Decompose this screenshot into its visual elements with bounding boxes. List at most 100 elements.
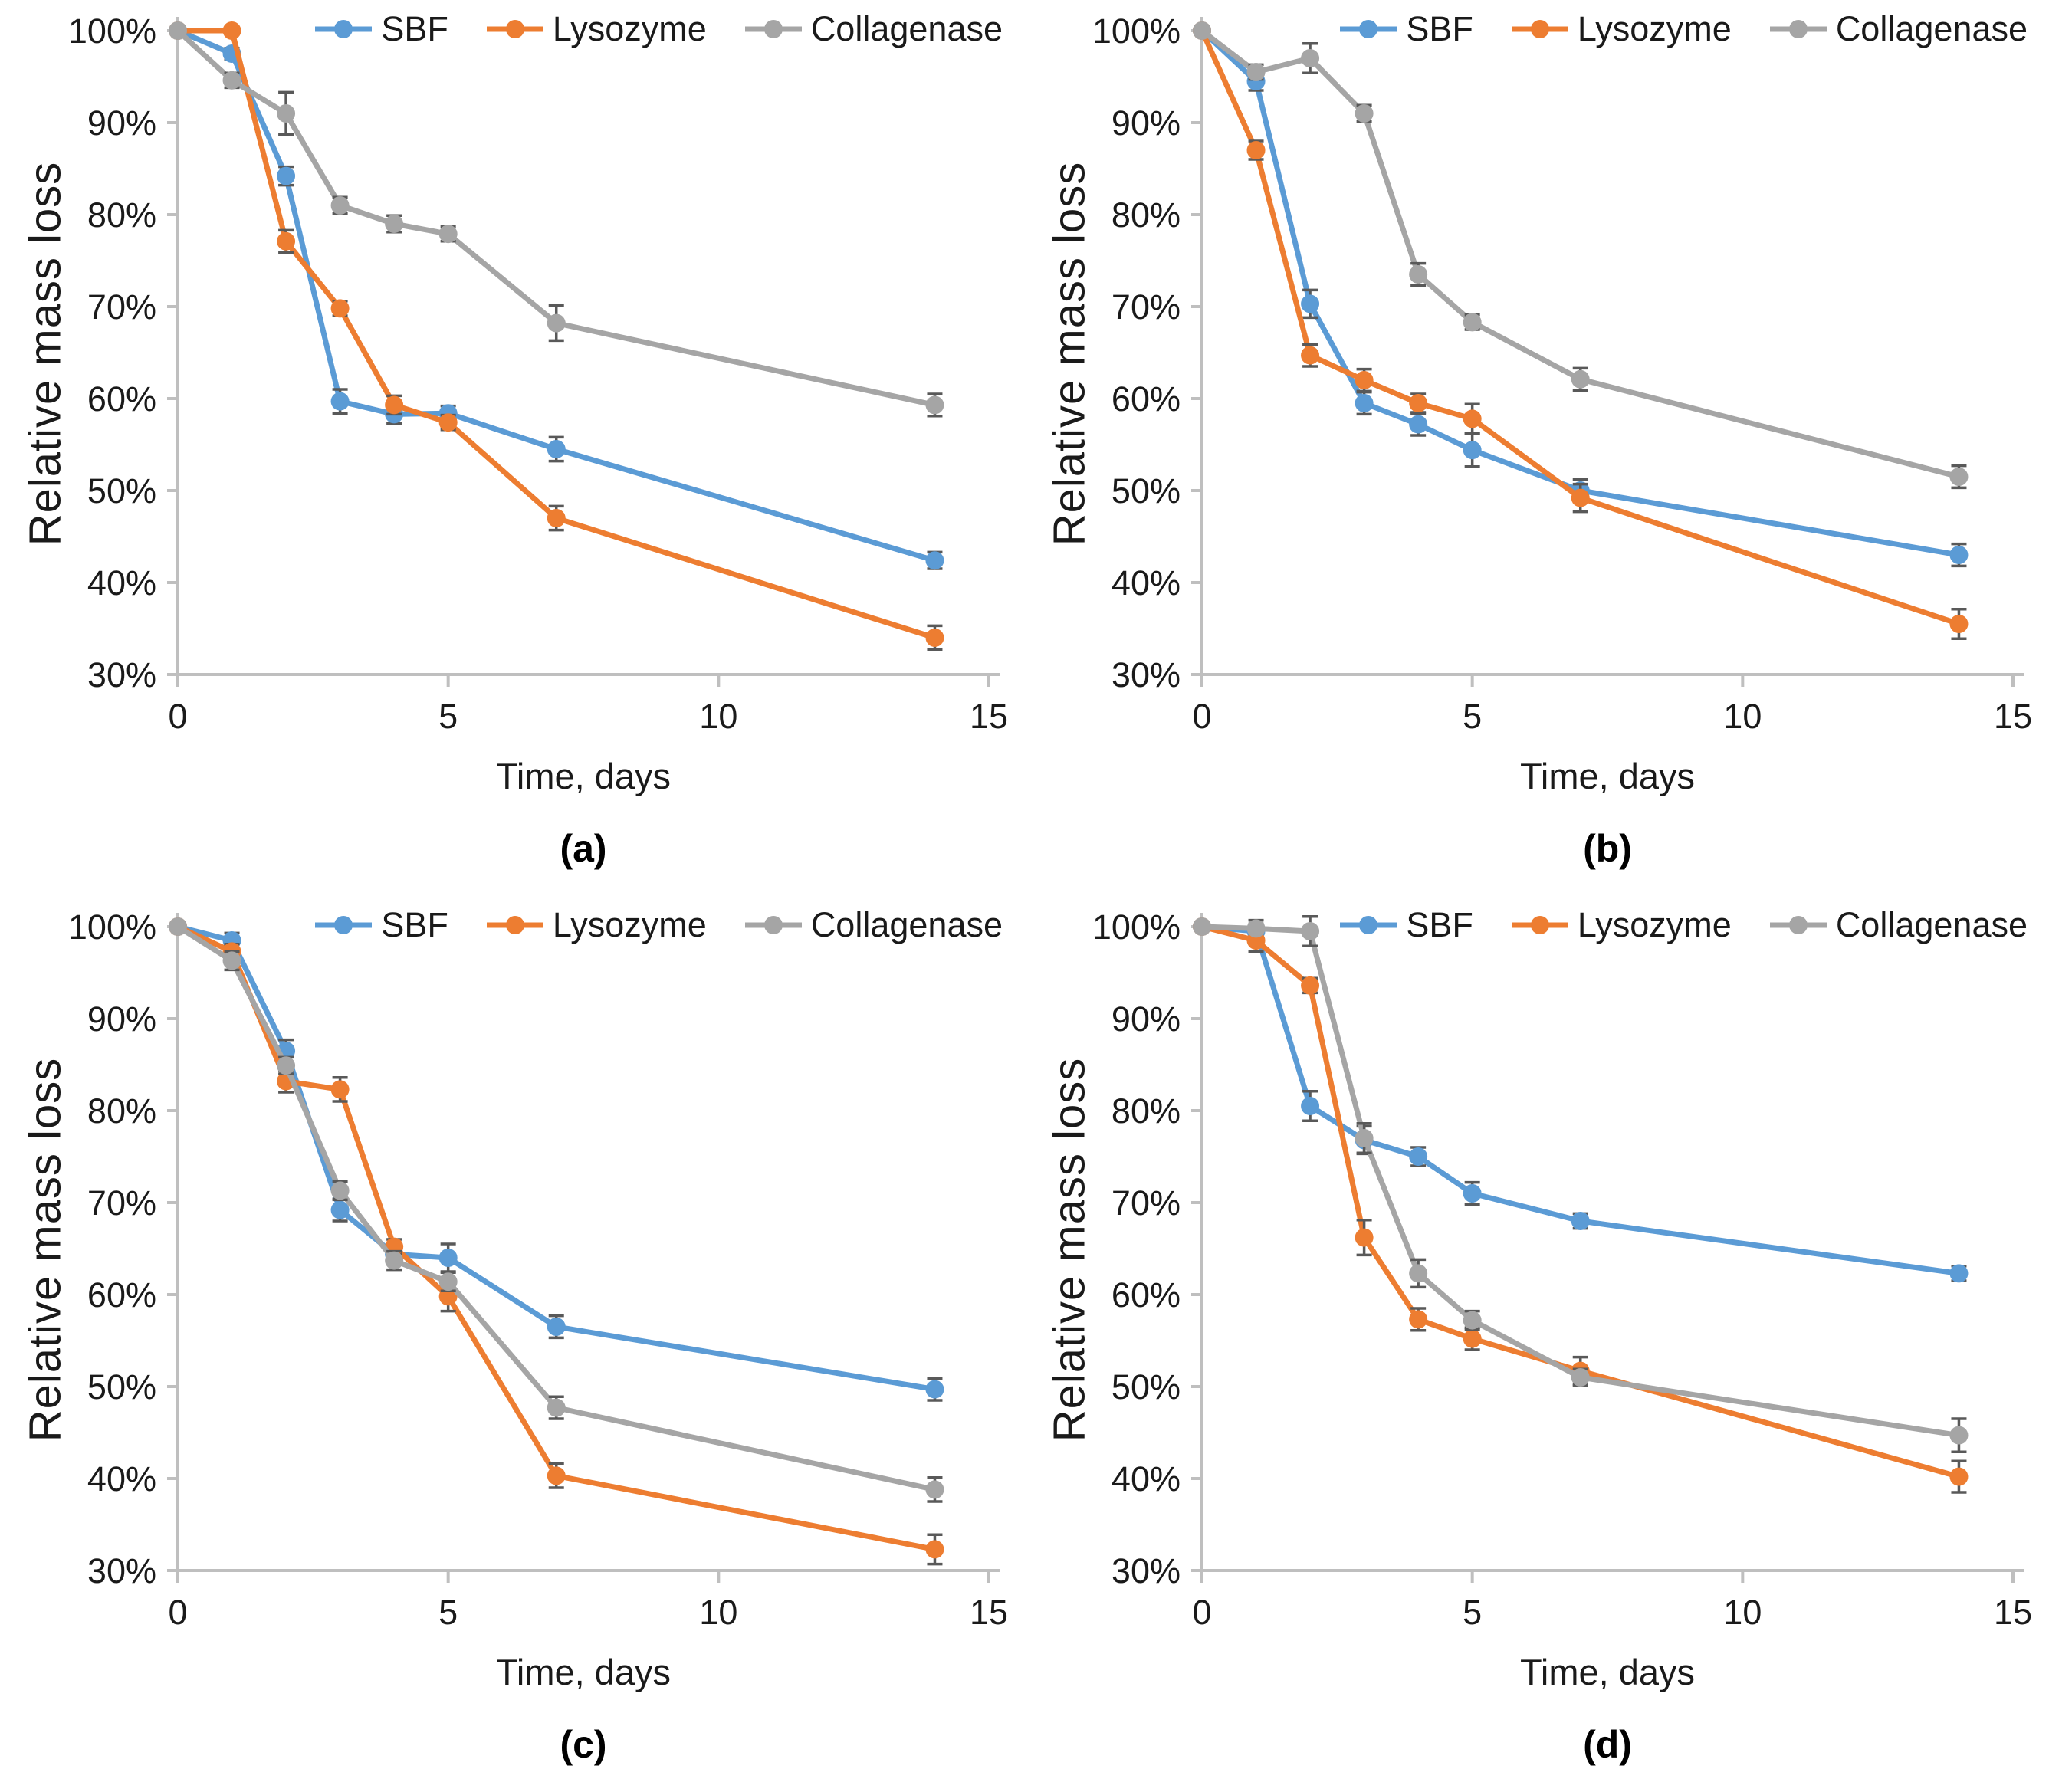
svg-text:90%: 90%	[87, 999, 156, 1039]
legend-label-lysozyme: Lysozyme	[552, 9, 707, 48]
svg-text:80%: 80%	[87, 195, 156, 235]
legend-item-sbf: SBF	[1340, 9, 1473, 49]
svg-text:50%: 50%	[1112, 1367, 1180, 1406]
legend-marker-lysozyme-icon	[1511, 20, 1568, 38]
svg-text:40%: 40%	[1112, 1459, 1180, 1498]
svg-text:40%: 40%	[87, 563, 156, 602]
legend-label-lysozyme: Lysozyme	[1577, 905, 1732, 944]
legend-label-collagenase: Collagenase	[1835, 9, 2028, 48]
panel-caption: (b)	[1583, 827, 1632, 870]
svg-text:100%: 100%	[1092, 907, 1180, 947]
legend-label-collagenase: Collagenase	[810, 9, 1003, 48]
legend-marker-sbf-icon	[315, 20, 373, 38]
legend-marker-collagenase-icon	[1769, 916, 1827, 934]
panel-a: 100% 90% 80% 70% 60% 50% 40% 30% 0 5 10 15 SBF Lyso…	[0, 0, 1024, 896]
legend-item-lysozyme: Lysozyme	[1511, 9, 1732, 49]
svg-text:0: 0	[1192, 1593, 1211, 1632]
svg-text:60%: 60%	[87, 1275, 156, 1314]
legend-marker-collagenase-icon	[1769, 20, 1827, 38]
svg-text:5: 5	[438, 697, 458, 736]
svg-text:30%: 30%	[87, 1551, 156, 1590]
svg-text:70%: 70%	[1112, 1183, 1180, 1223]
svg-text:60%: 60%	[87, 379, 156, 418]
panel-b: 100% 90% 80% 70% 60% 50% 40% 30% 0 5 10 15 SBF Lyso…	[1024, 0, 2049, 896]
legend-item-collagenase: Collagenase	[744, 9, 1003, 49]
y-axis-title: Relative mass loss	[20, 1057, 71, 1442]
svg-text:15: 15	[1994, 697, 2032, 736]
svg-text:10: 10	[699, 697, 737, 736]
svg-text:80%: 80%	[1112, 1091, 1180, 1131]
svg-text:5: 5	[1463, 1593, 1482, 1632]
panel-c: 100% 90% 80% 70% 60% 50% 40% 30% 0 5 10 15 SBF Lyso…	[0, 896, 1024, 1792]
panel-caption: (c)	[560, 1723, 607, 1766]
svg-text:100%: 100%	[68, 907, 156, 947]
chart-c-plot: 100% 90% 80% 70% 60% 50% 40% 30% 0 5 10 15	[68, 907, 1008, 1632]
svg-text:70%: 70%	[87, 287, 156, 327]
legend-label-sbf: SBF	[1406, 905, 1473, 944]
legend-item-sbf: SBF	[315, 9, 448, 49]
legend-marker-lysozyme-icon	[486, 20, 543, 38]
svg-text:100%: 100%	[68, 11, 156, 51]
svg-text:0: 0	[168, 697, 187, 736]
chart-b-plot: 100% 90% 80% 70% 60% 50% 40% 30% 0 5 10 15	[1092, 11, 2032, 736]
legend-label-collagenase: Collagenase	[1835, 905, 2028, 944]
svg-text:80%: 80%	[1112, 195, 1180, 235]
legend-item-lysozyme: Lysozyme	[486, 9, 707, 49]
svg-text:10: 10	[1723, 697, 1762, 736]
x-axis-title: Time, days	[1519, 1652, 1696, 1692]
svg-text:10: 10	[1723, 1593, 1762, 1632]
panel-d: 100% 90% 80% 70% 60% 50% 40% 30% 0 5 10 15 SBF Lyso…	[1024, 896, 2049, 1792]
legend-item-sbf: SBF	[1340, 905, 1473, 945]
svg-text:90%: 90%	[1112, 999, 1180, 1039]
y-axis-title: Relative mass loss	[1044, 1057, 1095, 1442]
svg-text:15: 15	[1994, 1593, 2032, 1632]
svg-text:80%: 80%	[87, 1091, 156, 1131]
panel-caption: (d)	[1583, 1723, 1632, 1766]
chart-a-plot: 100% 90% 80% 70% 60% 50% 40% 30% 0 5 10 15	[68, 11, 1008, 736]
legend-item-sbf: SBF	[315, 905, 448, 945]
svg-text:40%: 40%	[87, 1459, 156, 1498]
svg-text:15: 15	[970, 697, 1008, 736]
legend-marker-lysozyme-icon	[486, 916, 543, 934]
legend-item-collagenase: Collagenase	[744, 905, 1003, 945]
legend-label-sbf: SBF	[381, 9, 448, 48]
svg-text:0: 0	[1192, 697, 1211, 736]
svg-text:50%: 50%	[87, 471, 156, 510]
legend-b: SBF Lysozyme Collagenase	[1340, 9, 2028, 49]
svg-text:50%: 50%	[1112, 471, 1180, 510]
legend-marker-sbf-icon	[315, 916, 373, 934]
legend-c: SBF Lysozyme Collagenase	[315, 905, 1003, 945]
svg-text:40%: 40%	[1112, 563, 1180, 602]
svg-text:30%: 30%	[1112, 1551, 1180, 1590]
svg-text:30%: 30%	[87, 655, 156, 694]
svg-text:10: 10	[699, 1593, 737, 1632]
svg-text:70%: 70%	[1112, 287, 1180, 327]
svg-text:100%: 100%	[1092, 11, 1180, 51]
legend-marker-collagenase-icon	[744, 916, 802, 934]
panel-caption: (a)	[560, 827, 607, 870]
legend-item-collagenase: Collagenase	[1769, 9, 2028, 49]
svg-text:5: 5	[1463, 697, 1482, 736]
svg-text:90%: 90%	[87, 103, 156, 143]
svg-text:60%: 60%	[1112, 1275, 1180, 1314]
legend-item-lysozyme: Lysozyme	[1511, 905, 1732, 945]
svg-text:0: 0	[168, 1593, 187, 1632]
svg-text:15: 15	[970, 1593, 1008, 1632]
x-axis-title: Time, days	[495, 1652, 672, 1692]
legend-label-lysozyme: Lysozyme	[1577, 9, 1732, 48]
svg-text:5: 5	[438, 1593, 458, 1632]
legend-label-lysozyme: Lysozyme	[552, 905, 707, 944]
x-axis-title: Time, days	[1519, 756, 1696, 796]
svg-text:60%: 60%	[1112, 379, 1180, 418]
legend-label-sbf: SBF	[381, 905, 448, 944]
legend-item-collagenase: Collagenase	[1769, 905, 2028, 945]
y-axis-title: Relative mass loss	[20, 161, 71, 546]
legend-marker-sbf-icon	[1340, 20, 1397, 38]
legend-label-sbf: SBF	[1406, 9, 1473, 48]
y-axis-title: Relative mass loss	[1044, 161, 1095, 546]
legend-marker-lysozyme-icon	[1511, 916, 1568, 934]
x-axis-title: Time, days	[495, 756, 672, 796]
svg-text:50%: 50%	[87, 1367, 156, 1406]
legend-marker-collagenase-icon	[744, 20, 802, 38]
